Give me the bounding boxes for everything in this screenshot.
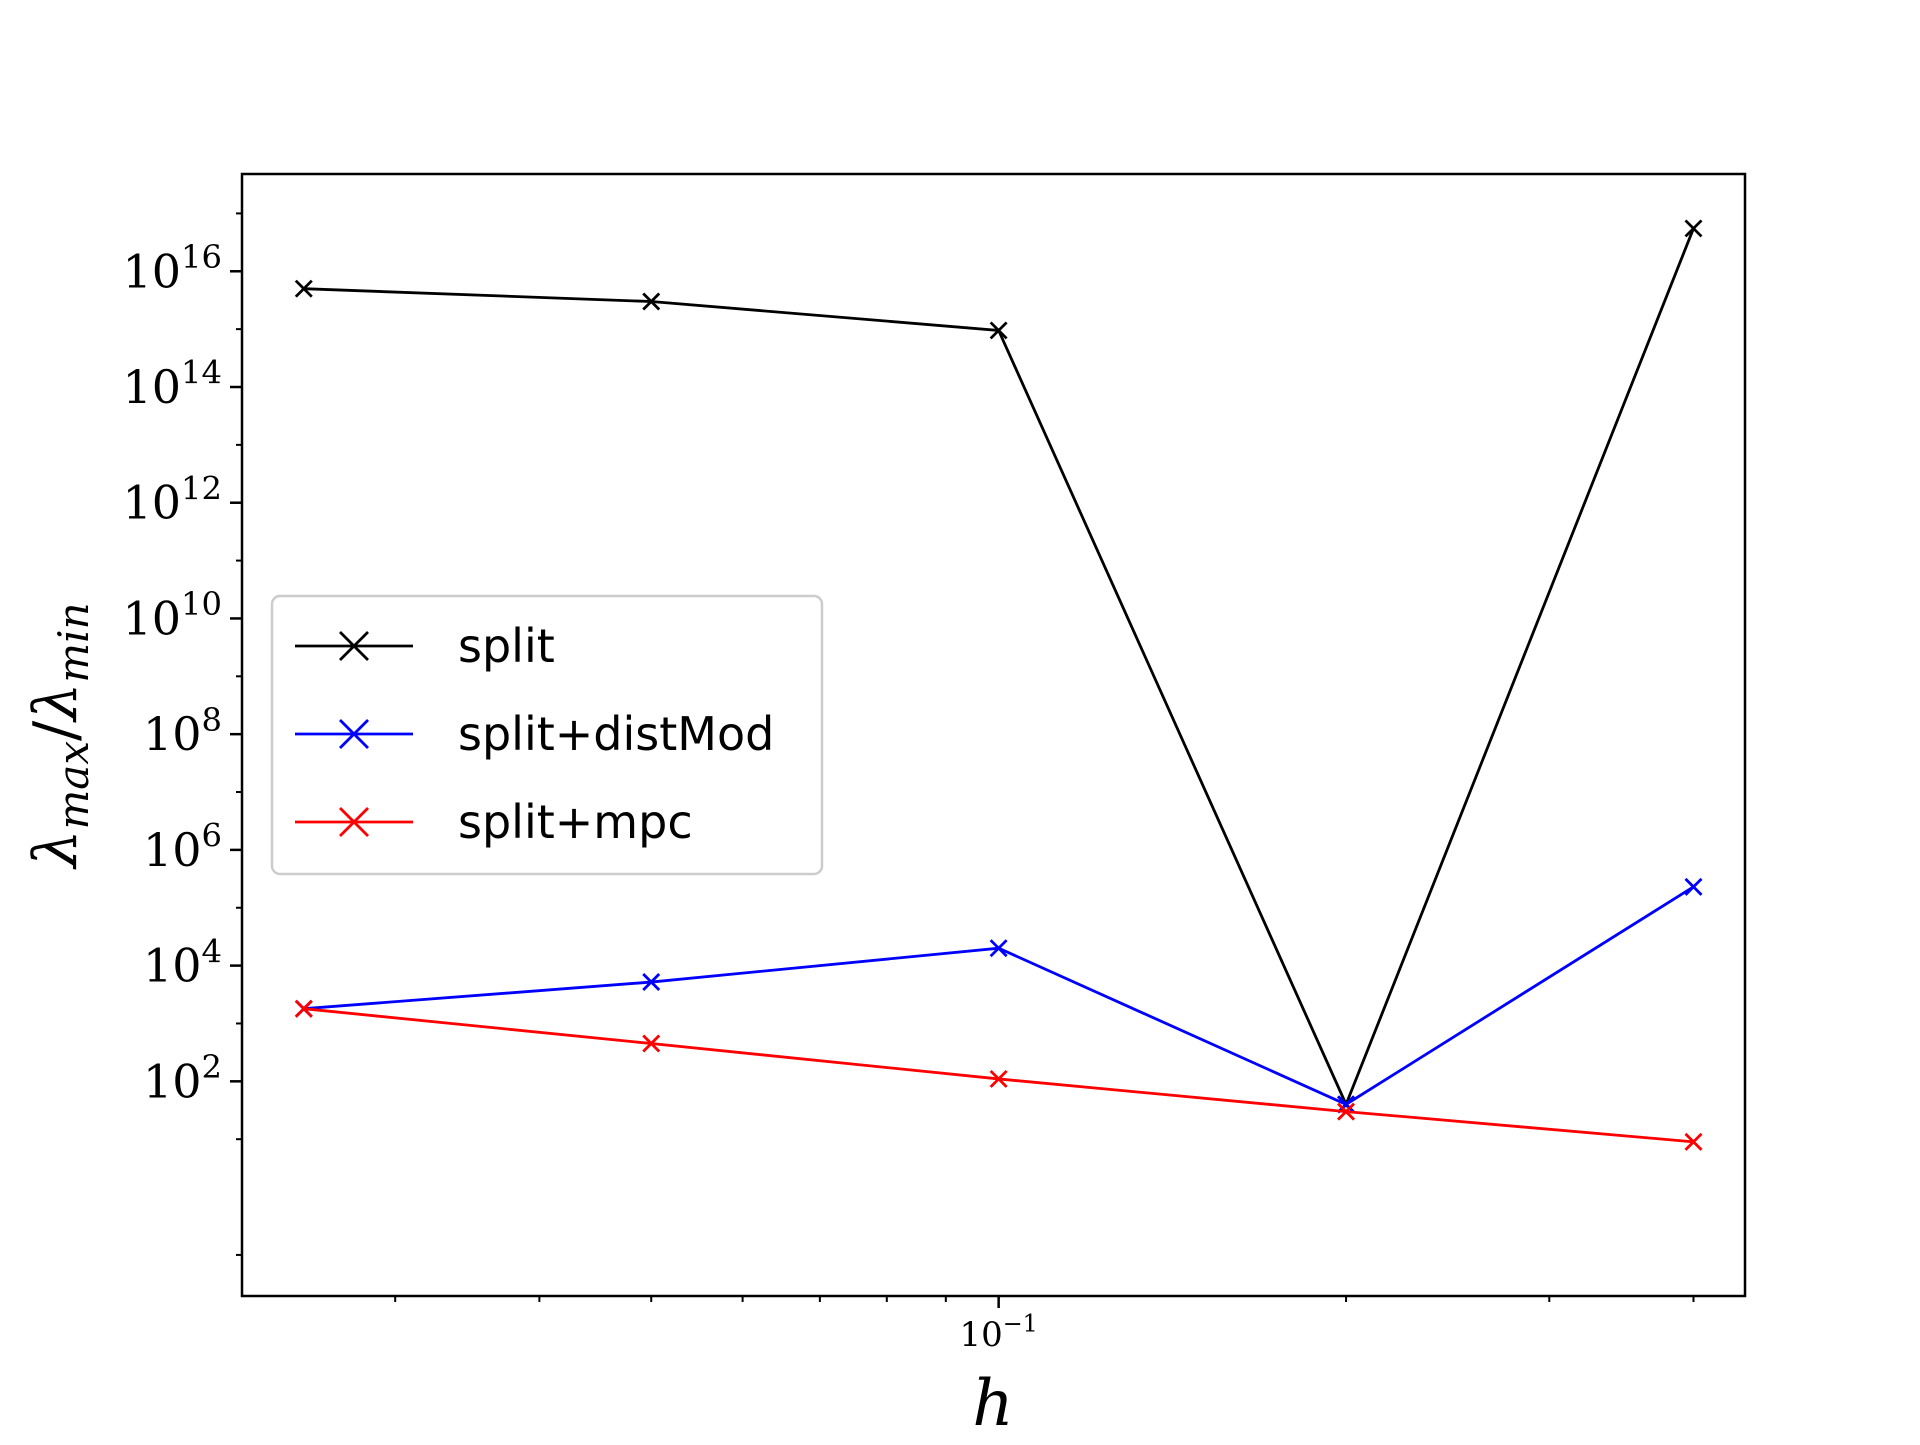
legend-marker — [339, 807, 369, 837]
data-point-marker — [642, 973, 661, 992]
data-point-marker — [294, 999, 313, 1018]
data-point-marker — [642, 292, 661, 311]
data-point-marker — [294, 279, 313, 298]
x-axis-label: h — [972, 1367, 1013, 1440]
data-point-marker — [642, 1034, 661, 1053]
legend: split split+distMod split+mpc — [270, 594, 824, 876]
data-point-marker — [989, 321, 1008, 340]
legend-marker — [339, 719, 369, 749]
data-point-marker — [1684, 219, 1703, 238]
data-point-marker — [989, 1069, 1008, 1088]
data-point-marker — [1337, 1102, 1356, 1121]
y-tick-label: 1010 — [122, 585, 222, 645]
legend-label: split — [458, 619, 555, 673]
series-line-split+distMod — [303, 885, 1695, 1106]
y-tick-label: 106 — [143, 817, 222, 877]
axis-layer: 102 104 106 108 1010 1012 1014 1016 10−1 — [122, 212, 1695, 1355]
y-axis-label: λmax/λmin — [21, 602, 98, 869]
x-tick-label: 10−1 — [959, 1310, 1037, 1355]
y-tick-label: 104 — [143, 932, 222, 992]
legend-label: split+distMod — [458, 707, 774, 761]
series-layer — [294, 219, 1703, 1151]
data-point-marker — [989, 939, 1008, 958]
series-line-split+mpc — [303, 1007, 1694, 1144]
y-axis-label-text: λmax/λmin — [21, 602, 98, 869]
y-tick-label: 1014 — [122, 354, 222, 414]
legend-marker — [339, 631, 369, 661]
legend-label: split+mpc — [458, 795, 693, 849]
y-tick-label: 102 — [143, 1048, 222, 1108]
y-tick-label: 108 — [143, 701, 222, 761]
y-tick-label: 1012 — [122, 469, 222, 529]
data-point-marker — [1684, 877, 1703, 896]
data-point-marker — [1684, 1132, 1703, 1151]
y-tick-label: 1016 — [122, 238, 222, 298]
legend-box — [270, 594, 824, 876]
